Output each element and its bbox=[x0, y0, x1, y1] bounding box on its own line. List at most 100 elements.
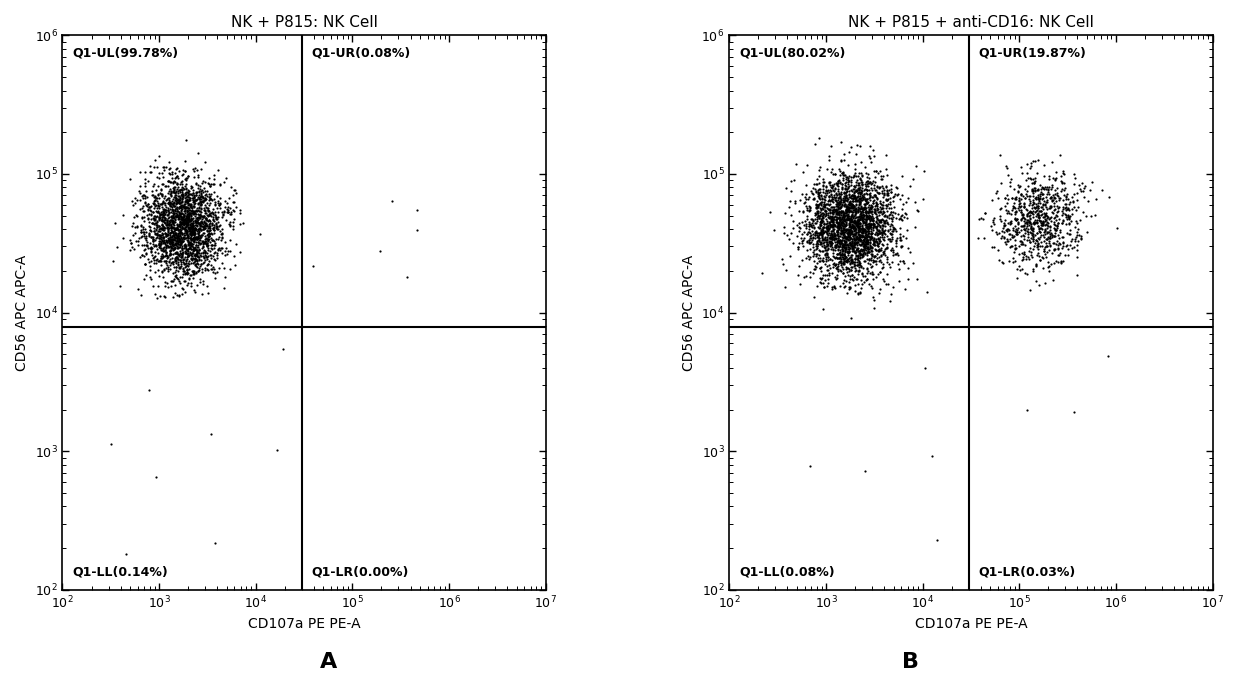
Point bbox=[1040, 224, 1059, 235]
Point bbox=[860, 231, 880, 242]
Point bbox=[183, 213, 203, 224]
Point bbox=[865, 235, 885, 246]
Point bbox=[844, 190, 864, 201]
Point bbox=[829, 241, 849, 252]
Point bbox=[846, 216, 866, 227]
Point bbox=[871, 250, 891, 261]
Point bbox=[1067, 244, 1087, 255]
Point bbox=[1022, 186, 1042, 197]
Point bbox=[150, 238, 170, 249]
Point bbox=[807, 186, 826, 197]
Point bbox=[812, 237, 831, 248]
Point bbox=[191, 235, 211, 246]
Point bbox=[843, 235, 862, 246]
Point bbox=[843, 185, 862, 196]
Point bbox=[1017, 168, 1037, 179]
Point bbox=[800, 251, 820, 262]
Point bbox=[876, 279, 896, 289]
Point bbox=[830, 213, 850, 224]
Point bbox=[834, 240, 854, 251]
Point bbox=[1042, 196, 1062, 206]
Point bbox=[175, 267, 195, 278]
Point bbox=[831, 222, 851, 233]
Point bbox=[840, 254, 860, 265]
Point bbox=[176, 215, 196, 226]
Point bbox=[172, 203, 192, 214]
Point bbox=[156, 215, 176, 226]
Point bbox=[818, 198, 838, 209]
Point bbox=[821, 202, 841, 213]
Point bbox=[852, 249, 872, 260]
Point bbox=[145, 219, 165, 230]
Point bbox=[981, 220, 1001, 231]
Point bbox=[823, 202, 843, 213]
Point bbox=[794, 226, 814, 237]
Point bbox=[1044, 200, 1064, 211]
Point bbox=[201, 249, 221, 260]
Point bbox=[855, 226, 875, 237]
Point bbox=[170, 238, 190, 249]
Point bbox=[1052, 183, 1072, 194]
Point bbox=[1010, 201, 1030, 212]
Point bbox=[181, 228, 201, 239]
Point bbox=[850, 246, 870, 257]
Point bbox=[171, 202, 191, 213]
Point bbox=[1057, 240, 1077, 251]
Text: Q1-UR(19.87%): Q1-UR(19.87%) bbox=[979, 47, 1087, 60]
Point bbox=[166, 193, 186, 204]
Point bbox=[871, 215, 891, 226]
Point bbox=[865, 243, 885, 254]
Point bbox=[799, 216, 819, 227]
Point bbox=[167, 193, 187, 204]
Point bbox=[823, 226, 843, 237]
Point bbox=[872, 185, 892, 196]
Point bbox=[172, 251, 192, 262]
Point bbox=[1038, 186, 1058, 197]
Point bbox=[843, 193, 862, 204]
Point bbox=[172, 245, 192, 256]
Point bbox=[820, 198, 840, 209]
Point bbox=[169, 238, 188, 249]
Point bbox=[836, 200, 856, 211]
Point bbox=[828, 213, 847, 224]
Point bbox=[810, 220, 830, 230]
Point bbox=[1054, 249, 1074, 260]
Point bbox=[826, 270, 846, 281]
Point bbox=[851, 177, 871, 188]
Point bbox=[836, 201, 856, 212]
Point bbox=[138, 212, 157, 223]
Point bbox=[1048, 230, 1068, 241]
Point bbox=[173, 211, 193, 222]
Point bbox=[843, 243, 862, 254]
Point bbox=[125, 211, 145, 222]
Point bbox=[851, 243, 871, 254]
Point bbox=[841, 257, 861, 268]
Point bbox=[865, 239, 885, 250]
Point bbox=[217, 198, 237, 209]
Point bbox=[154, 237, 173, 248]
Point bbox=[824, 233, 844, 244]
Point bbox=[812, 215, 831, 226]
Point bbox=[160, 241, 180, 252]
Point bbox=[172, 228, 192, 239]
Point bbox=[1015, 268, 1035, 279]
Point bbox=[844, 235, 864, 246]
Point bbox=[160, 189, 180, 200]
Point bbox=[172, 196, 192, 207]
Point bbox=[866, 182, 886, 193]
Point bbox=[999, 218, 1018, 229]
Point bbox=[177, 206, 197, 217]
Point bbox=[807, 244, 826, 255]
Point bbox=[173, 217, 193, 228]
Point bbox=[197, 264, 217, 275]
Point bbox=[187, 247, 207, 258]
Point bbox=[850, 193, 870, 204]
Point bbox=[847, 233, 867, 244]
Point bbox=[856, 228, 876, 239]
Point bbox=[846, 251, 866, 262]
Point bbox=[999, 169, 1018, 180]
Point bbox=[185, 195, 204, 206]
Point bbox=[864, 213, 883, 224]
Point bbox=[846, 206, 866, 217]
Point bbox=[846, 234, 866, 245]
